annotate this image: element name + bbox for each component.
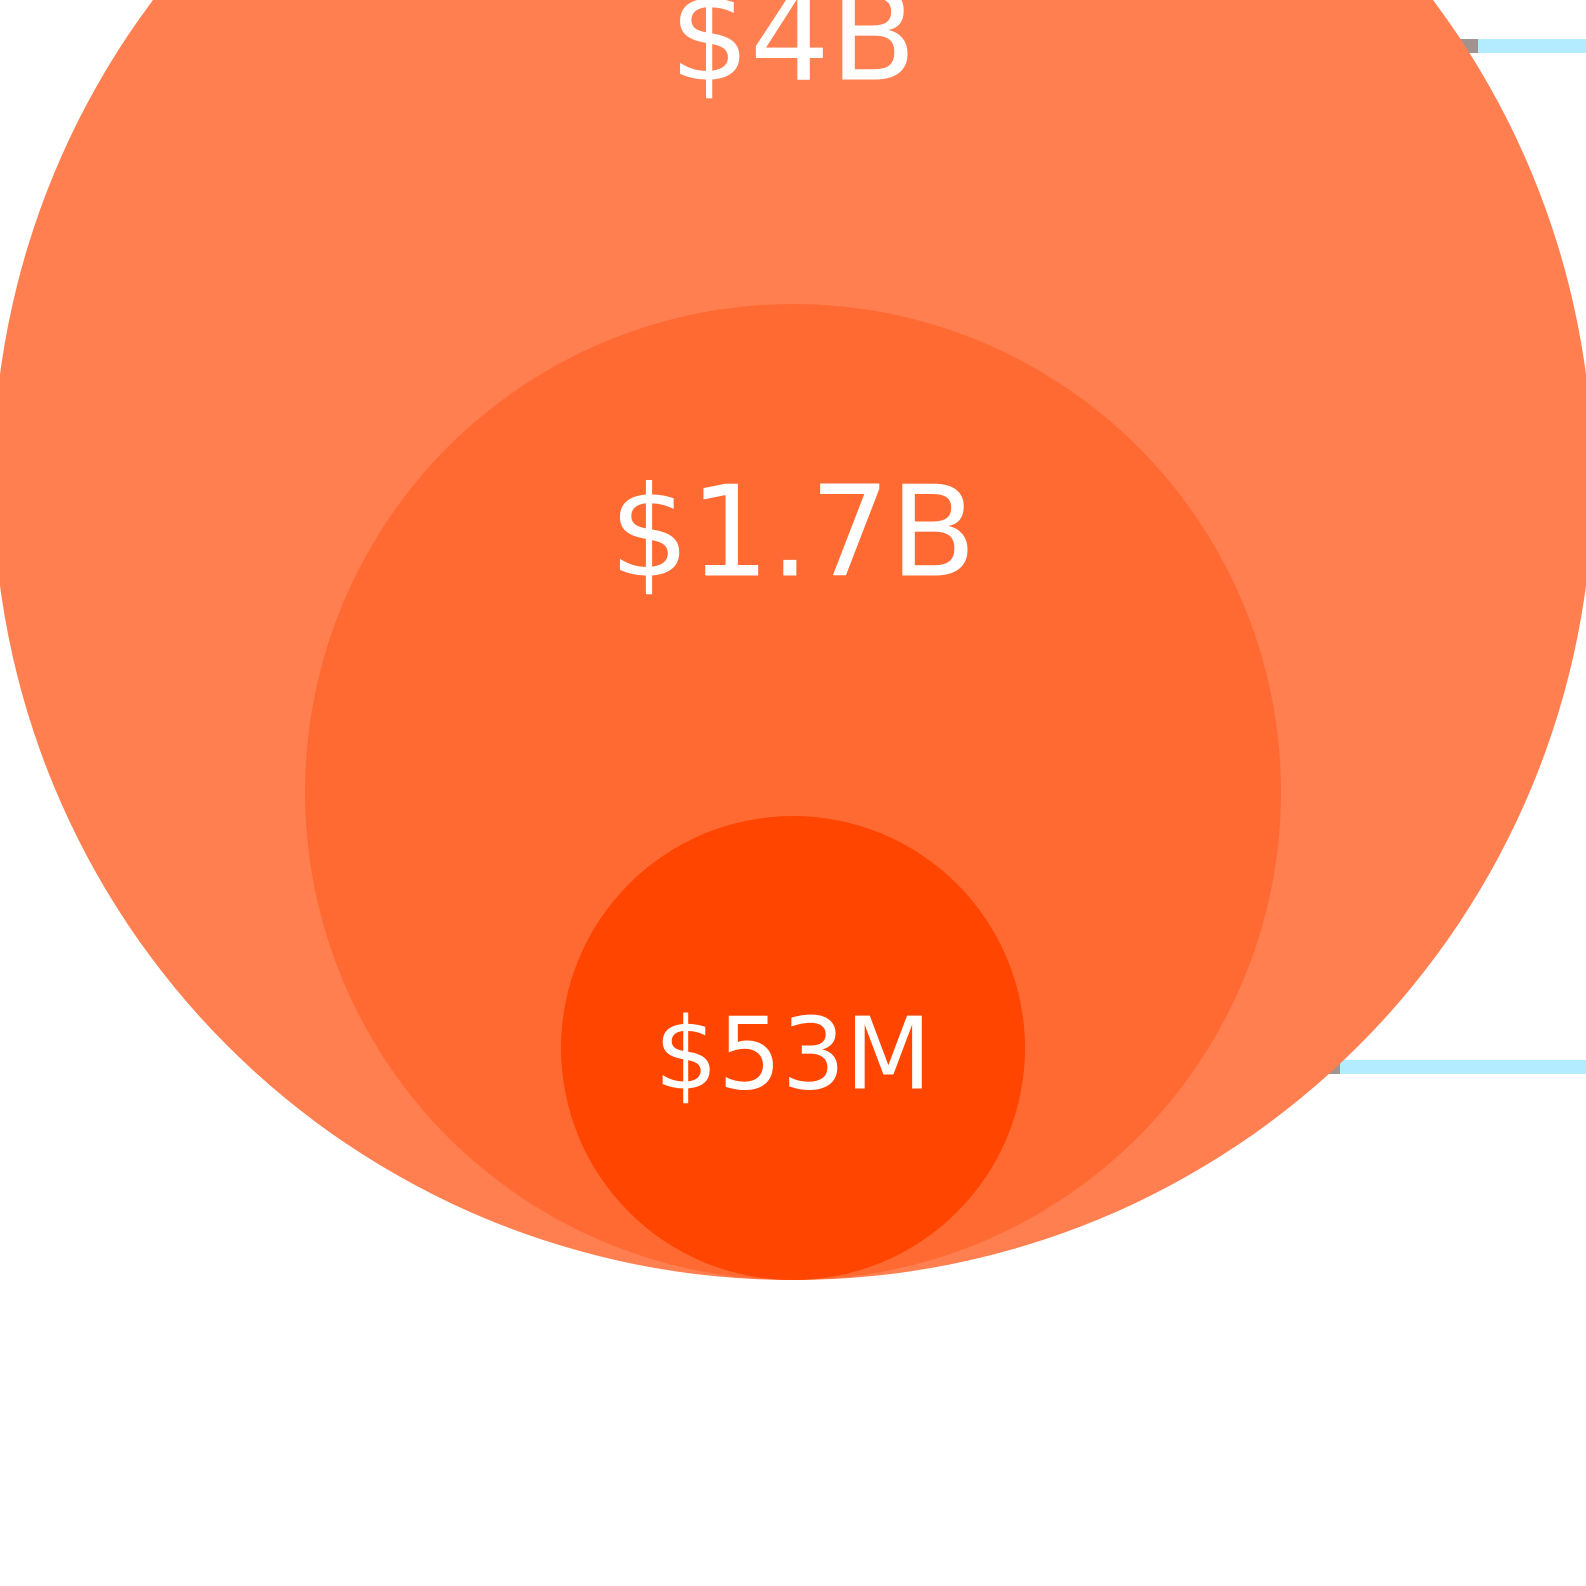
bubble-2 bbox=[561, 816, 1025, 1280]
bubbles bbox=[0, 0, 1586, 1280]
bubble-labels: $4B $1.7B $53M bbox=[610, 0, 977, 1112]
bubble-label-1: $1.7B bbox=[610, 459, 977, 606]
bubble-1 bbox=[305, 304, 1281, 1280]
bubble-label-2: $53M bbox=[654, 995, 931, 1112]
bubble-label-0: $4B bbox=[670, 0, 917, 110]
